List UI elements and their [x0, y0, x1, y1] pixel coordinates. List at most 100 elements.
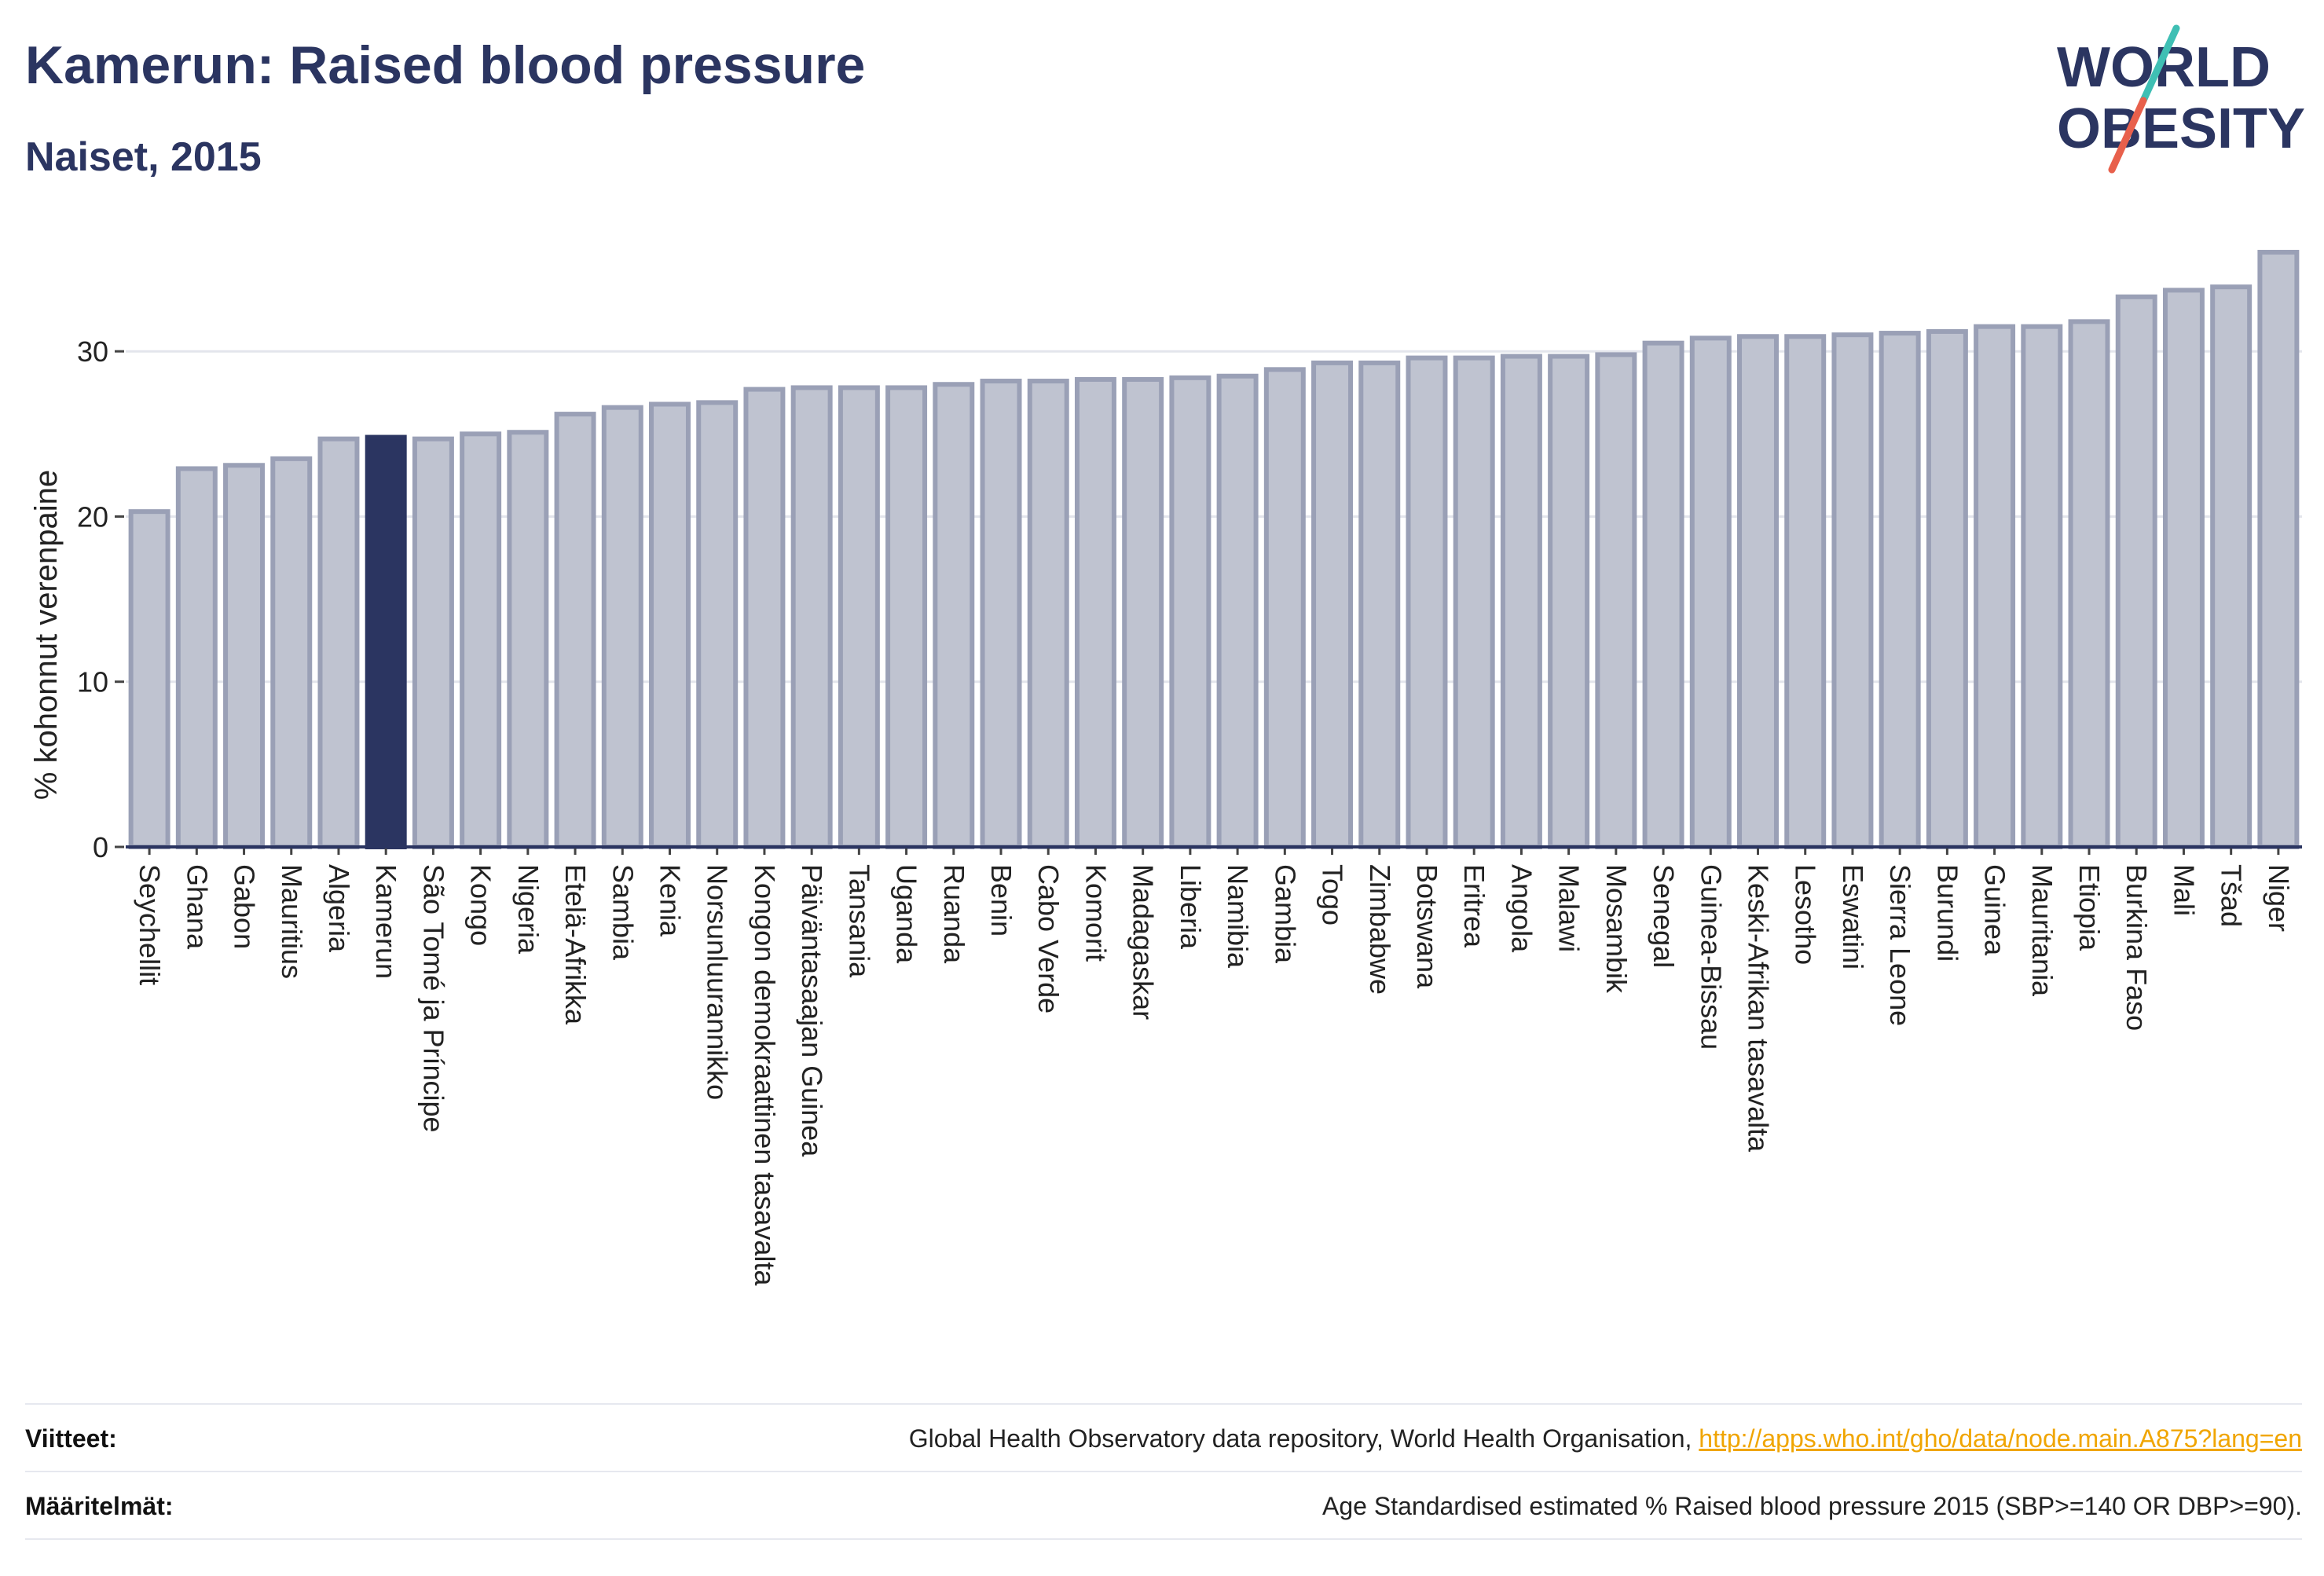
x-tick-label: Sierra Leone: [1884, 864, 1916, 1026]
x-tick-label: Gabon: [229, 864, 261, 949]
x-tick-label: Guinea: [1979, 864, 2011, 956]
footer-divider-top: [25, 1403, 2302, 1405]
x-tick-label: Tansania: [843, 864, 875, 978]
bar: [790, 385, 833, 849]
sources-text: Global Health Observatory data repositor…: [908, 1424, 1699, 1453]
x-tick-label: Mosambik: [1600, 864, 1633, 994]
bar: [2162, 288, 2205, 850]
bar: [2115, 294, 2157, 849]
x-tick-label: Namibia: [1222, 864, 1254, 969]
x-axis: Seychellit Ghana Gabon Mauritius Algeria Kame…: [126, 845, 2302, 1286]
logo-slash-teal: [2139, 24, 2180, 104]
bar: [270, 456, 313, 849]
x-tick-label: Etelä-Afrikka: [559, 864, 592, 1025]
bar: [838, 385, 880, 849]
bar: [223, 463, 266, 850]
bar: [1027, 379, 1069, 849]
y-tick-label: 0: [93, 831, 108, 863]
bar: [1263, 367, 1306, 849]
x-tick-label: Komorit: [1080, 864, 1112, 962]
x-tick-label: Botswana: [1411, 864, 1443, 989]
world-obesity-logo: WORLD OBESITY: [2057, 24, 2305, 174]
x-tick-label: Keski-Afrikan tasavalta: [1743, 864, 1775, 1153]
x-tick-label: Ruanda: [938, 864, 970, 964]
definitions-row: Määritelmät: Age Standardised estimated …: [25, 1474, 2302, 1538]
x-tick-label: Senegal: [1648, 864, 1680, 968]
x-tick-label: Norsunluurannikko: [702, 864, 734, 1100]
x-tick-label: Togo: [1317, 864, 1349, 925]
bar: [696, 400, 739, 849]
x-tick-label: Malawi: [1553, 864, 1585, 952]
sources-row: Viitteet: Global Health Observatory data…: [25, 1406, 2302, 1471]
definitions-label: Määritelmät:: [25, 1491, 174, 1520]
x-tick-label: Mauritania: [2026, 864, 2058, 997]
bar: [2021, 324, 2063, 850]
x-tick-label: Päiväntasaajan Guinea: [796, 864, 828, 1157]
bar: [1689, 335, 1732, 849]
bar: [2257, 250, 2300, 849]
bar: [1358, 360, 1401, 850]
x-tick-label: Kenia: [654, 864, 687, 937]
x-tick-label: Eritrea: [1458, 864, 1490, 948]
bar: [317, 436, 360, 849]
logo-slash-coral: [2108, 97, 2147, 174]
x-tick-label: Cabo Verde: [1032, 864, 1065, 1013]
bar: [1926, 328, 1968, 849]
bar: [1216, 373, 1259, 849]
y-tick-label: 20: [77, 500, 108, 533]
bar: [1311, 360, 1354, 850]
x-tick-label: Benin: [985, 864, 1017, 936]
bar: [460, 431, 502, 849]
sources-value: Global Health Observatory data repositor…: [909, 1424, 2302, 1453]
x-tick-label: Tšad: [2216, 864, 2248, 927]
y-axis: 0 10 20 30: [77, 335, 124, 863]
bar-chart: 0 10 20 30 Seychellit Ghana Gabon Mauritius Alg…: [29, 250, 2302, 1286]
x-tick-label: Algeria: [323, 864, 355, 953]
bar: [1595, 352, 1637, 849]
bar: [601, 405, 643, 849]
bar: [2068, 319, 2110, 850]
x-tick-label: São Tomé ja Príncipe: [417, 864, 449, 1133]
bars: [128, 250, 2300, 850]
x-tick-label: Uganda: [891, 864, 923, 964]
bar: [1406, 355, 1448, 850]
x-tick-label: Zimbabwe: [1364, 864, 1396, 995]
x-tick-label: Burundi: [1931, 864, 1963, 962]
x-tick-label: Nigeria: [512, 864, 544, 955]
bar: [1548, 354, 1590, 849]
bar: [1642, 340, 1684, 850]
logo-line-1: WORLD: [2057, 36, 2271, 99]
bar: [412, 436, 454, 849]
x-tick-label: Kamerun: [370, 864, 402, 979]
x-tick-label: Mali: [2168, 864, 2200, 916]
x-tick-label: Lesotho: [1790, 864, 1822, 965]
bar: [175, 466, 218, 849]
bar: [128, 509, 170, 850]
logo-line-2: OBESITY: [2057, 97, 2305, 160]
bar: [649, 401, 691, 849]
y-tick-label: 10: [77, 666, 108, 698]
bar: [743, 387, 786, 850]
bar: [554, 412, 596, 849]
x-tick-label: Burkina Faso: [2121, 864, 2153, 1031]
bar: [1737, 334, 1779, 849]
x-tick-label: Seychellit: [134, 864, 166, 985]
bar: [1974, 324, 2016, 850]
bar: [1500, 354, 1542, 849]
bar: [1453, 355, 1495, 850]
x-tick-label: Madagaskar: [1127, 864, 1160, 1020]
x-tick-label: Liberia: [1175, 864, 1207, 950]
x-tick-label: Guinea-Bissau: [1695, 864, 1727, 1050]
chart-subtitle: Naiset, 2015: [25, 134, 262, 180]
definitions-value: Age Standardised estimated % Raised bloo…: [1322, 1491, 2302, 1520]
bar: [885, 385, 928, 849]
sources-link[interactable]: http://apps.who.int/gho/data/node.main.A…: [1699, 1424, 2302, 1453]
footer-divider-middle: [25, 1471, 2302, 1472]
bar: [1074, 376, 1116, 850]
x-tick-label: Ghana: [181, 864, 213, 950]
x-tick-label: Etiopia: [2073, 864, 2106, 951]
x-tick-label: Mauritius: [276, 864, 308, 979]
bar: [1879, 331, 1921, 849]
chart-title: Kamerun: Raised blood pressure: [25, 35, 866, 95]
x-tick-label: Sambia: [607, 864, 639, 961]
